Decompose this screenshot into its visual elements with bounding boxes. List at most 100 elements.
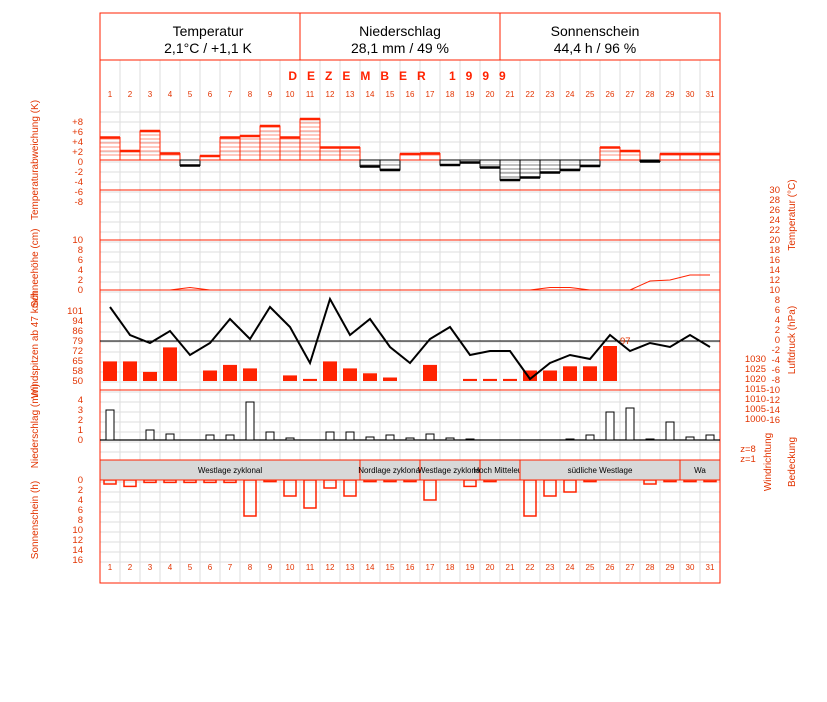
day-label-bottom: 25 bbox=[586, 563, 595, 572]
day-label-bottom: 15 bbox=[386, 563, 395, 572]
wind-gust-bar bbox=[283, 375, 297, 381]
sunshine-bar bbox=[323, 479, 337, 489]
day-label-top: 10 bbox=[286, 90, 295, 99]
weather-type-label: Westlage zyklonal bbox=[198, 466, 263, 475]
day-label-bottom: 19 bbox=[466, 563, 475, 572]
tick-snow: 0 bbox=[78, 285, 83, 296]
precip-bar bbox=[105, 409, 115, 441]
day-label-top: 12 bbox=[326, 90, 335, 99]
tick-temperature: 24 bbox=[769, 215, 780, 226]
day-label-bottom: 26 bbox=[606, 563, 615, 572]
precip-bar bbox=[465, 438, 475, 441]
day-label-bottom: 5 bbox=[188, 563, 193, 572]
precip-bar bbox=[565, 438, 575, 441]
tick-temperature: 10 bbox=[769, 285, 780, 296]
sunshine-bar bbox=[463, 479, 477, 488]
precip-axis-label: Niederschlag (mm) bbox=[30, 384, 41, 468]
weather-type-label: Hoch Mitteleur. bbox=[473, 466, 526, 475]
month-title: DEZEMBER 1999 bbox=[288, 69, 515, 83]
precip-bar bbox=[705, 434, 715, 441]
tick-sunshine: 14 bbox=[72, 545, 83, 556]
tick-temp-anomaly: +4 bbox=[72, 137, 83, 148]
precip-bar bbox=[205, 434, 215, 441]
tick-wind: 86 bbox=[72, 326, 83, 337]
precip-bar bbox=[385, 434, 395, 441]
wind-gust-bar bbox=[503, 378, 517, 381]
precipitation-title: Niederschlag bbox=[359, 23, 441, 39]
tick-temperature: 0 bbox=[775, 335, 780, 346]
day-label-top: 27 bbox=[626, 90, 635, 99]
tick-temperature: 12 bbox=[769, 275, 780, 286]
tick-pressure: 1000 bbox=[745, 414, 766, 425]
precip-bar bbox=[285, 437, 295, 441]
wind-gust-bar bbox=[103, 361, 117, 381]
temperature-value: 2,1°C / +1,1 K bbox=[164, 40, 252, 56]
precip-bar bbox=[405, 437, 415, 441]
tick-snow: 2 bbox=[78, 275, 83, 286]
wind-gust-bar bbox=[123, 361, 137, 381]
pressure-line bbox=[109, 296, 711, 381]
wind-axis-label: Windspitzen ab 47 km/h bbox=[30, 292, 41, 399]
sunshine-value: 44,4 h / 96 % bbox=[554, 40, 637, 56]
day-label-bottom: 4 bbox=[168, 563, 173, 572]
weather-type-label: Westlage zyklonal bbox=[418, 466, 483, 475]
tick-snow: 10 bbox=[72, 235, 83, 246]
tick-sunshine: 8 bbox=[78, 515, 83, 526]
tick-sunshine: 0 bbox=[78, 475, 83, 486]
day-label-top: 18 bbox=[446, 90, 455, 99]
outer-frame bbox=[99, 12, 721, 584]
day-label-bottom: 22 bbox=[526, 563, 535, 572]
wind-gust-bar bbox=[423, 364, 437, 381]
tick-pressure: 1015 bbox=[745, 384, 766, 395]
tick-temperature: -2 bbox=[772, 345, 780, 356]
day-label-top: 2 bbox=[128, 90, 133, 99]
day-label-top: 29 bbox=[666, 90, 675, 99]
tick-temp-anomaly: 0 bbox=[78, 157, 83, 168]
precip-bar bbox=[365, 436, 375, 441]
precipitation-value: 28,1 mm / 49 % bbox=[351, 40, 449, 56]
tick-wind: 79 bbox=[72, 336, 83, 347]
sunshine-axis-label: Sonnenschein (h) bbox=[30, 481, 41, 559]
tick-temp-anomaly: +2 bbox=[72, 147, 83, 158]
wind-gust-bar bbox=[463, 378, 477, 381]
weather-type-label: Wa bbox=[694, 466, 706, 475]
wind-gust-bar bbox=[143, 371, 157, 381]
tick-wind: 72 bbox=[72, 346, 83, 357]
sunshine-bar bbox=[423, 479, 437, 501]
precip-bar bbox=[225, 434, 235, 441]
tick-temperature: 20 bbox=[769, 235, 780, 246]
tick-temperature: 6 bbox=[775, 305, 780, 316]
wind-gust-bar bbox=[603, 346, 617, 381]
wind-direction-axis-label: Windrichtung bbox=[763, 433, 774, 491]
precip-bar bbox=[585, 434, 595, 441]
day-label-bottom: 31 bbox=[706, 563, 715, 572]
tick-snow: 4 bbox=[78, 265, 83, 276]
anomaly-bar bbox=[239, 135, 261, 161]
temperature-title: Temperatur bbox=[173, 23, 244, 39]
tick-precip: 1 bbox=[78, 425, 83, 436]
day-label-bottom: 9 bbox=[268, 563, 273, 572]
day-label-top: 24 bbox=[566, 90, 575, 99]
tick-temperature: 18 bbox=[769, 245, 780, 256]
tick-temp-anomaly: -4 bbox=[75, 177, 83, 188]
data-marks: 97 bbox=[99, 117, 721, 517]
temperature-axis-label: Temperatur (°C) bbox=[787, 179, 798, 250]
tick-labels: +8+6+4+20-2-4-6-830282624222018161412108… bbox=[67, 117, 780, 566]
wind-gust-bar bbox=[543, 370, 557, 381]
tick-wind-dir: z=8 bbox=[740, 444, 756, 455]
weather-type-label: Nordlage zyklonal bbox=[358, 466, 422, 475]
day-label-bottom: 7 bbox=[228, 563, 233, 572]
day-label-bottom: 23 bbox=[546, 563, 555, 572]
weather-type-cell bbox=[679, 459, 721, 481]
day-label-top: 22 bbox=[526, 90, 535, 99]
sunshine-bar bbox=[303, 479, 317, 509]
precip-bar bbox=[345, 431, 355, 441]
tick-temperature: -6 bbox=[772, 365, 780, 376]
day-label-bottom: 13 bbox=[346, 563, 355, 572]
tick-pressure: 1025 bbox=[745, 364, 766, 375]
tick-sunshine: 2 bbox=[78, 485, 83, 496]
day-label-bottom: 10 bbox=[286, 563, 295, 572]
tick-temperature: -16 bbox=[766, 415, 780, 426]
day-label-bottom: 12 bbox=[326, 563, 335, 572]
day-label-bottom: 21 bbox=[506, 563, 515, 572]
